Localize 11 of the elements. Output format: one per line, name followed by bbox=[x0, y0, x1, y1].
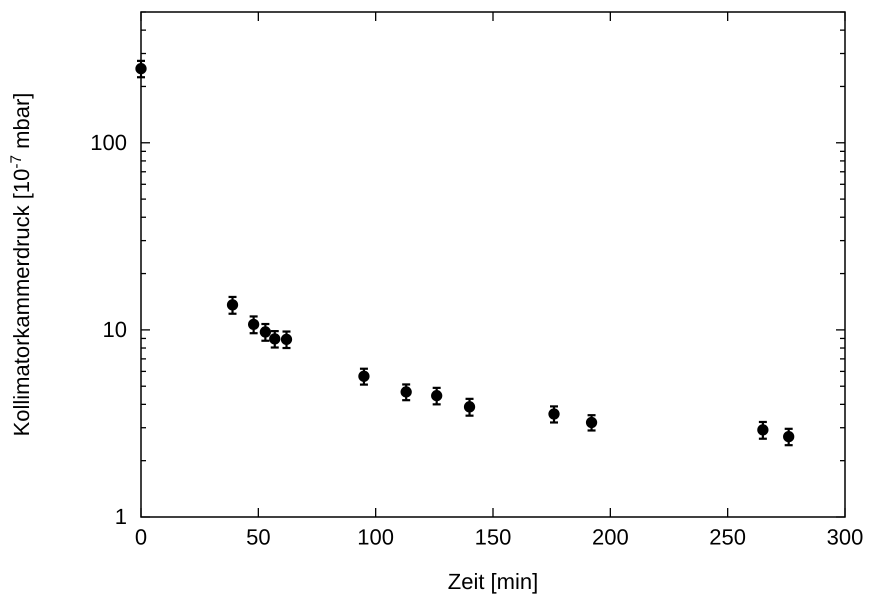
x-tick-label: 150 bbox=[474, 524, 512, 550]
x-tick-label: 300 bbox=[826, 524, 864, 550]
x-axis-title: Zeit [min] bbox=[448, 569, 538, 594]
y-tick-label: 1 bbox=[114, 504, 127, 530]
x-tick-label: 100 bbox=[357, 524, 394, 550]
y-tick-label: 100 bbox=[90, 130, 127, 155]
x-tick-label: 250 bbox=[709, 524, 746, 550]
y-tick-label: 10 bbox=[102, 316, 127, 342]
x-tick-label: 50 bbox=[246, 524, 271, 550]
x-tick-label: 200 bbox=[592, 524, 629, 550]
x-tick-label: 0 bbox=[134, 524, 148, 550]
